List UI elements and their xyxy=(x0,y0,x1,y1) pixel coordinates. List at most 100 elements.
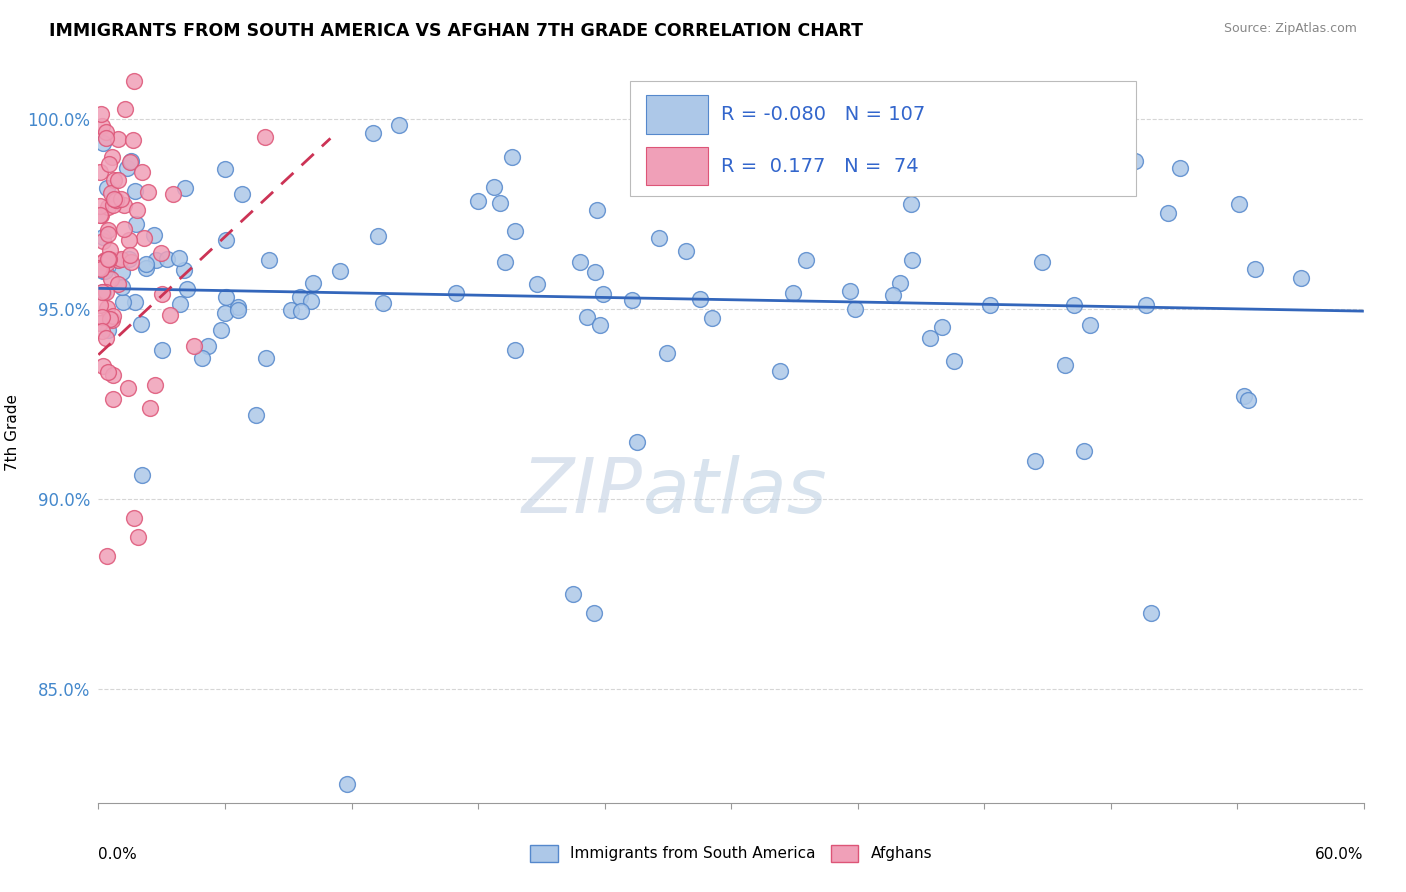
Point xyxy=(796,252,818,267)
Point xyxy=(657,346,679,360)
Point xyxy=(125,217,148,231)
Point xyxy=(621,293,644,308)
Point xyxy=(920,331,942,345)
Point xyxy=(107,277,129,291)
FancyBboxPatch shape xyxy=(630,81,1136,195)
Point xyxy=(1024,454,1046,468)
Point xyxy=(782,286,804,301)
Point xyxy=(100,272,122,286)
Point xyxy=(254,129,277,144)
Point xyxy=(91,229,114,244)
Point xyxy=(501,150,523,164)
Point xyxy=(124,184,146,198)
Point xyxy=(98,243,121,257)
Point xyxy=(882,288,904,302)
Point xyxy=(122,133,145,147)
Point xyxy=(215,233,238,247)
Point xyxy=(91,255,114,269)
Point xyxy=(494,255,516,269)
Point xyxy=(592,286,614,301)
Point xyxy=(91,234,114,248)
Point xyxy=(167,252,190,266)
Point xyxy=(1031,255,1053,269)
Point xyxy=(91,263,114,277)
Point xyxy=(575,310,598,325)
Point xyxy=(89,208,111,222)
Point xyxy=(118,252,141,266)
Point xyxy=(90,208,112,222)
Text: IMMIGRANTS FROM SOUTH AMERICA VS AFGHAN 7TH GRADE CORRELATION CHART: IMMIGRANTS FROM SOUTH AMERICA VS AFGHAN … xyxy=(49,22,863,40)
Point xyxy=(135,261,157,276)
Point xyxy=(209,323,232,337)
Point xyxy=(299,294,322,309)
Point xyxy=(91,324,114,338)
Point xyxy=(569,254,592,268)
Point xyxy=(107,172,129,186)
Point xyxy=(96,301,118,315)
Point xyxy=(143,228,166,243)
Point xyxy=(361,126,384,140)
Point xyxy=(131,165,153,179)
Point xyxy=(336,777,359,791)
Point xyxy=(226,300,249,314)
Point xyxy=(101,150,124,164)
Point xyxy=(138,401,160,416)
Point xyxy=(94,252,117,267)
Point xyxy=(111,280,134,294)
Point xyxy=(254,351,277,365)
Point xyxy=(136,185,159,199)
Point xyxy=(91,119,114,133)
Point xyxy=(1063,298,1085,312)
Point xyxy=(90,107,112,121)
Point xyxy=(90,285,112,299)
Point xyxy=(245,408,267,422)
Point xyxy=(96,256,118,270)
Text: atlas: atlas xyxy=(643,455,827,529)
Point xyxy=(290,304,312,318)
Text: 0.0%: 0.0% xyxy=(98,847,138,863)
Legend: Immigrants from South America, Afghans: Immigrants from South America, Afghans xyxy=(523,838,939,869)
Point xyxy=(150,343,173,357)
Point xyxy=(900,197,922,211)
Point xyxy=(280,302,302,317)
Point xyxy=(103,172,125,186)
Point xyxy=(169,297,191,311)
Point xyxy=(183,339,205,353)
Point xyxy=(1289,271,1312,285)
Point xyxy=(97,252,120,266)
Point xyxy=(107,253,129,268)
Point xyxy=(111,265,134,279)
Point xyxy=(675,244,697,258)
Point xyxy=(107,132,129,146)
Point xyxy=(191,351,214,366)
Point xyxy=(91,310,114,324)
Point xyxy=(110,192,132,206)
Point xyxy=(488,195,510,210)
Point xyxy=(96,181,118,195)
Point xyxy=(367,228,389,243)
Point xyxy=(702,311,724,326)
Point xyxy=(503,343,526,357)
Point xyxy=(103,368,125,382)
Point xyxy=(900,253,922,268)
Point xyxy=(1073,444,1095,458)
Point xyxy=(371,296,394,310)
Point xyxy=(89,164,111,178)
Point xyxy=(98,252,121,266)
Point xyxy=(97,223,120,237)
Point xyxy=(561,587,583,601)
Point xyxy=(121,255,143,269)
Text: ZIP: ZIP xyxy=(522,455,643,529)
Point xyxy=(388,118,411,132)
Point xyxy=(329,264,352,278)
Point xyxy=(215,290,238,304)
Point xyxy=(97,200,120,214)
Point xyxy=(114,102,136,116)
Point xyxy=(93,264,115,278)
Point xyxy=(288,290,311,304)
Point xyxy=(1244,262,1267,277)
Point xyxy=(150,246,173,260)
Point xyxy=(526,277,548,292)
Point xyxy=(197,339,219,353)
Point xyxy=(112,222,135,236)
